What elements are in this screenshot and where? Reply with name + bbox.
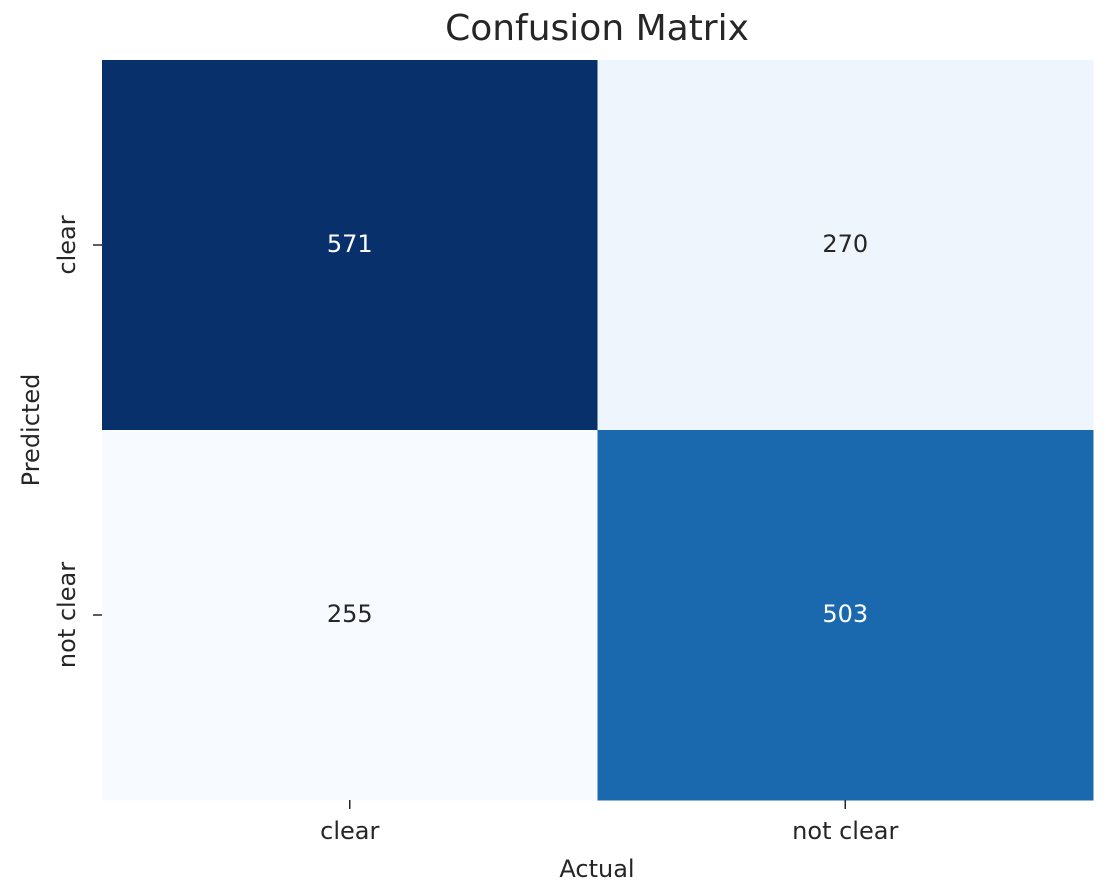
heatmap-cell (597, 60, 1094, 431)
cell-label: 503 (822, 600, 868, 628)
cell-label: 571 (327, 230, 373, 258)
heatmap-cell (102, 430, 598, 801)
chart-title: Confusion Matrix (445, 8, 749, 49)
y-tick-label: clear (53, 215, 81, 274)
x-tick-label: clear (320, 817, 379, 845)
cell-label: 270 (822, 230, 868, 258)
x-tick-label: not clear (792, 817, 898, 845)
heatmap-cell (102, 60, 598, 431)
y-axis-label: Predicted (17, 374, 45, 487)
y-tick-label: not clear (53, 562, 81, 668)
heatmap-cell (597, 430, 1094, 801)
cell-label: 255 (327, 600, 373, 628)
x-axis-label: Actual (559, 855, 634, 883)
